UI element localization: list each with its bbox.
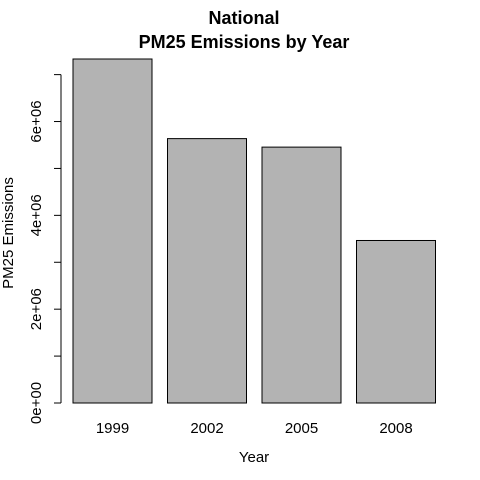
chart-title-line1: National	[208, 8, 279, 28]
x-tick-label: 2002	[190, 420, 223, 437]
y-axis: 0e+00 2e+06 4e+06 6e+06	[28, 74, 62, 424]
chart-title-line2: PM25 Emissions by Year	[139, 32, 350, 52]
x-tick-label: 1999	[96, 420, 129, 437]
bars-group	[72, 58, 436, 404]
y-axis-title: PM25 Emissions	[0, 177, 17, 289]
x-axis-title: Year	[239, 449, 269, 466]
x-axis-labels: 1999 2002 2005 2008	[96, 420, 413, 437]
y-tick-label: 4e+06	[28, 194, 45, 236]
y-tick-label: 2e+06	[28, 288, 45, 330]
x-tick-label: 2008	[379, 420, 412, 437]
y-tick-label: 6e+06	[28, 100, 45, 142]
bar-2002	[167, 138, 247, 404]
y-tick-label: 0e+00	[28, 382, 45, 424]
x-tick-label: 2005	[285, 420, 318, 437]
bar-2005	[261, 146, 342, 404]
bar-2008	[356, 239, 436, 404]
bar-1999	[72, 58, 153, 404]
